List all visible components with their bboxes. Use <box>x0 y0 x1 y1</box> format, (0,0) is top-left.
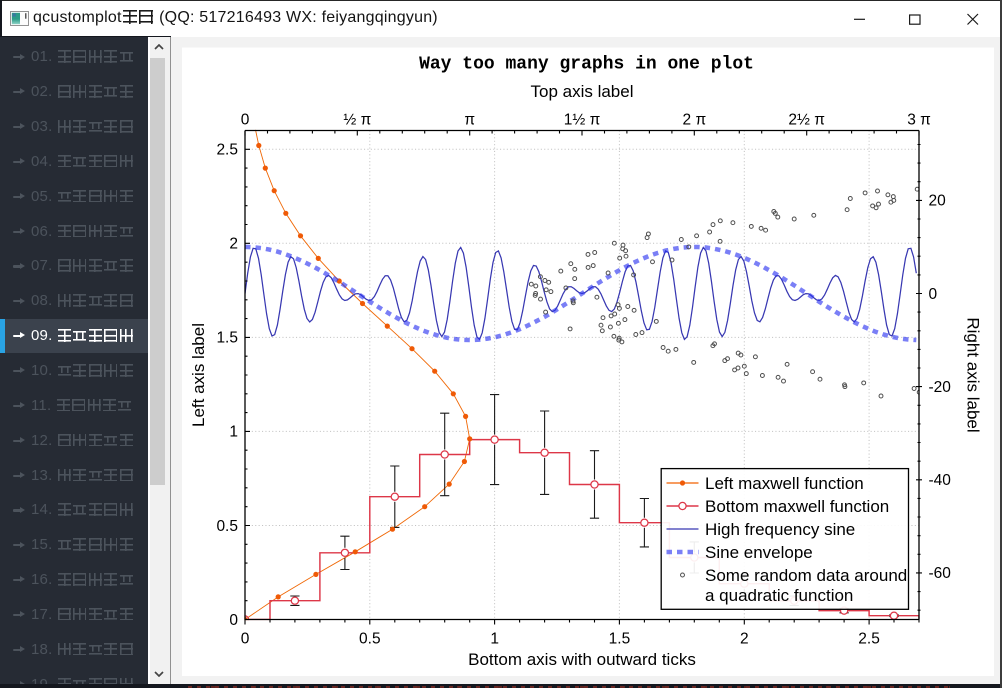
svg-text:2.5: 2.5 <box>216 142 238 159</box>
svg-text:Bottom axis with outward ticks: Bottom axis with outward ticks <box>468 650 696 669</box>
svg-text:0.5: 0.5 <box>359 631 381 648</box>
svg-text:20: 20 <box>929 193 947 210</box>
svg-text:1: 1 <box>490 631 499 648</box>
svg-text:1.5: 1.5 <box>216 330 238 347</box>
svg-text:0: 0 <box>929 286 938 303</box>
svg-text:3 π: 3 π <box>907 112 931 129</box>
svg-text:0: 0 <box>241 631 250 648</box>
svg-text:-60: -60 <box>929 565 952 582</box>
svg-text:2.5: 2.5 <box>858 631 880 648</box>
svg-text:Sine envelope: Sine envelope <box>705 543 813 562</box>
svg-text:Top axis label: Top axis label <box>530 82 633 101</box>
svg-text:Left axis label: Left axis label <box>189 323 208 427</box>
svg-text:Bottom maxwell function: Bottom maxwell function <box>705 497 889 516</box>
svg-text:0: 0 <box>241 112 250 129</box>
svg-text:½ π: ½ π <box>343 112 371 129</box>
svg-text:Some random data around: Some random data around <box>705 566 907 585</box>
svg-text:2 π: 2 π <box>683 112 707 129</box>
svg-text:-40: -40 <box>929 472 952 489</box>
svg-text:1: 1 <box>229 424 238 441</box>
svg-text:Left maxwell function: Left maxwell function <box>705 474 864 493</box>
svg-text:2: 2 <box>740 631 749 648</box>
svg-text:a quadratic function: a quadratic function <box>705 586 853 605</box>
svg-text:0: 0 <box>229 612 238 629</box>
svg-text:Right axis label: Right axis label <box>964 317 983 432</box>
svg-text:2: 2 <box>229 236 238 253</box>
svg-text:Way too many graphs in one plo: Way too many graphs in one plot <box>419 55 754 75</box>
svg-text:1½ π: 1½ π <box>564 112 601 129</box>
svg-text:High frequency sine: High frequency sine <box>705 520 855 539</box>
svg-text:π: π <box>464 112 475 129</box>
svg-text:1.5: 1.5 <box>609 631 631 648</box>
svg-text:2½ π: 2½ π <box>788 112 825 129</box>
svg-text:-20: -20 <box>929 379 952 396</box>
svg-text:0.5: 0.5 <box>216 518 238 535</box>
